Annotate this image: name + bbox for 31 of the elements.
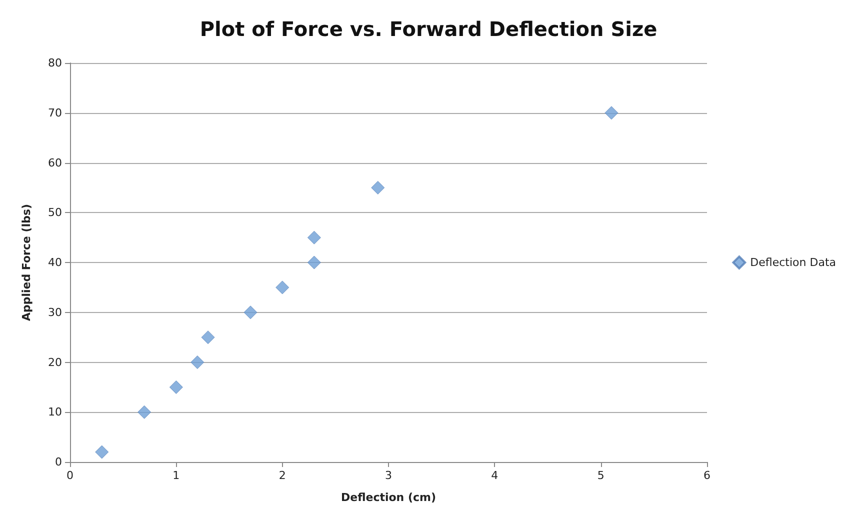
x-tick-label: 2 (278, 469, 286, 482)
y-axis-title: Applied Force (lbs) (20, 204, 33, 322)
x-axis-title: Deflection (cm) (340, 491, 436, 504)
legend-label: Deflection Data (750, 256, 836, 269)
point (604, 106, 618, 120)
y-tick-label: 70 (48, 106, 62, 120)
point (95, 445, 109, 459)
y-tick-label: 0 (55, 456, 62, 468)
chart-title: Plot of Force vs. Forward Deflection Size (200, 17, 658, 41)
y-tick-label: 20 (48, 356, 62, 369)
y-tick-label: 60 (48, 156, 62, 170)
point (201, 330, 215, 344)
x-tick-label: 6 (704, 469, 710, 482)
x-tick-label: 1 (172, 469, 180, 482)
y-tick-label: 30 (48, 306, 62, 319)
point (138, 405, 152, 419)
x-tick-label: 5 (597, 469, 604, 482)
point (276, 280, 290, 294)
y-tick-label: 10 (48, 406, 62, 419)
x-tick-label: 3 (385, 469, 392, 482)
x-tick-label: 0 (66, 469, 74, 482)
point (371, 180, 385, 194)
y-tick-label: 40 (48, 256, 62, 269)
y-tick-label: 80 (48, 56, 62, 70)
y-tick-label: 50 (48, 206, 62, 220)
point (169, 380, 183, 394)
point (307, 256, 321, 270)
point (190, 356, 204, 369)
point (307, 230, 321, 244)
x-tick-label: 4 (491, 469, 498, 482)
point (244, 306, 258, 320)
